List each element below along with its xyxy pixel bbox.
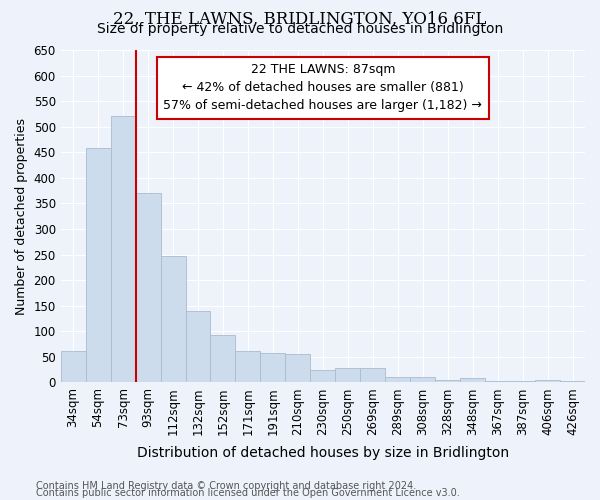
Bar [110,116,136,382]
Bar [535,380,560,382]
Bar [286,354,310,382]
Bar [136,193,161,382]
Text: 22 THE LAWNS: 87sqm
← 42% of detached houses are smaller (881)
57% of semi-detac: 22 THE LAWNS: 87sqm ← 42% of detached ho… [163,64,482,112]
Bar [485,381,510,382]
Bar [235,350,260,382]
Bar [435,380,460,382]
Bar [86,148,110,382]
X-axis label: Distribution of detached houses by size in Bridlington: Distribution of detached houses by size … [137,446,509,460]
Bar [385,377,410,382]
Bar [161,256,185,382]
Bar [61,350,86,382]
Bar [185,311,211,382]
Text: Size of property relative to detached houses in Bridlington: Size of property relative to detached ho… [97,22,503,36]
Bar [310,370,335,382]
Text: Contains HM Land Registry data © Crown copyright and database right 2024.: Contains HM Land Registry data © Crown c… [36,481,416,491]
Y-axis label: Number of detached properties: Number of detached properties [15,118,28,314]
Bar [260,352,286,382]
Text: 22, THE LAWNS, BRIDLINGTON, YO16 6FL: 22, THE LAWNS, BRIDLINGTON, YO16 6FL [113,11,487,28]
Text: Contains public sector information licensed under the Open Government Licence v3: Contains public sector information licen… [36,488,460,498]
Bar [335,368,360,382]
Bar [410,377,435,382]
Bar [460,378,485,382]
Bar [360,368,385,382]
Bar [211,335,235,382]
